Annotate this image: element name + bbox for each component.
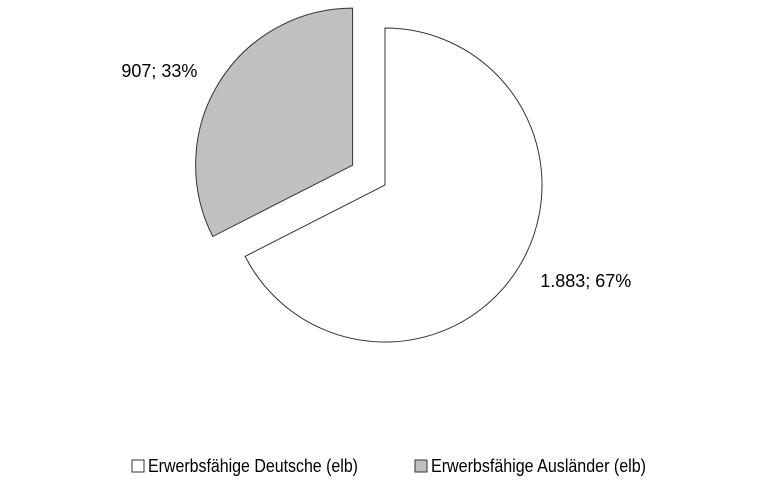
legend-label: Erwerbsfähige Deutsche (elb) (148, 456, 358, 476)
legend-label: Erwerbsfähige Ausländer (elb) (431, 456, 646, 476)
pie-slice (244, 27, 543, 343)
data-label: 907; 33% (121, 61, 197, 81)
legend-swatch (414, 459, 428, 473)
legend-swatch (131, 459, 145, 473)
data-label: 1.883; 67% (540, 271, 631, 291)
pie-slice (195, 7, 354, 238)
